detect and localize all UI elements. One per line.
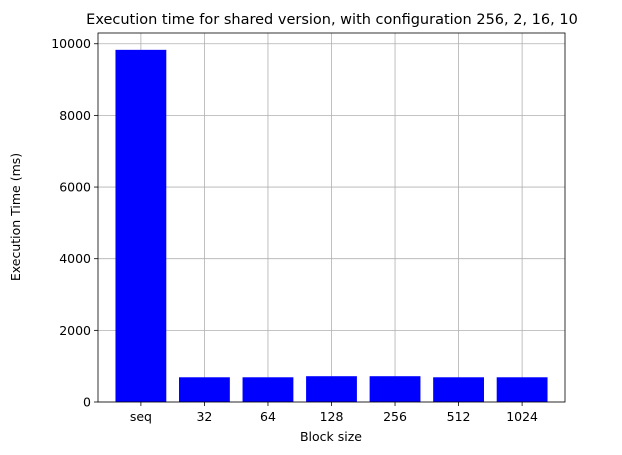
x-tick-label: 512 bbox=[447, 409, 471, 424]
x-tick-label: 256 bbox=[383, 409, 407, 424]
x-axis-label: Block size bbox=[300, 429, 362, 444]
y-axis-label: Execution Time (ms) bbox=[8, 153, 23, 281]
y-tick-label: 0 bbox=[83, 395, 91, 410]
bar-32 bbox=[179, 377, 230, 402]
y-tick-label: 4000 bbox=[59, 251, 91, 266]
x-tick-label: 32 bbox=[196, 409, 212, 424]
y-tick-label: 8000 bbox=[59, 108, 91, 123]
y-tick-label: 6000 bbox=[59, 180, 91, 195]
y-tick-label: 10000 bbox=[51, 36, 91, 51]
bar-seq bbox=[115, 49, 167, 403]
x-tick-label: 1024 bbox=[506, 409, 538, 424]
bar-64 bbox=[242, 377, 294, 402]
bars bbox=[115, 49, 548, 403]
y-tick-label: 2000 bbox=[59, 323, 91, 338]
bar-128 bbox=[306, 376, 357, 402]
y-axis-ticks: 0 2000 4000 6000 8000 10000 bbox=[51, 36, 98, 410]
x-tick-label: 64 bbox=[260, 409, 276, 424]
chart-title: Execution time for shared version, with … bbox=[86, 12, 578, 28]
bar-512 bbox=[433, 377, 484, 402]
x-axis-ticks: seq 32 64 128 256 512 1024 bbox=[130, 402, 538, 424]
grid-lines bbox=[98, 33, 565, 403]
bar-1024 bbox=[496, 377, 548, 402]
x-tick-label: 128 bbox=[320, 409, 344, 424]
bar-256 bbox=[369, 376, 421, 402]
x-tick-label: seq bbox=[130, 409, 152, 424]
